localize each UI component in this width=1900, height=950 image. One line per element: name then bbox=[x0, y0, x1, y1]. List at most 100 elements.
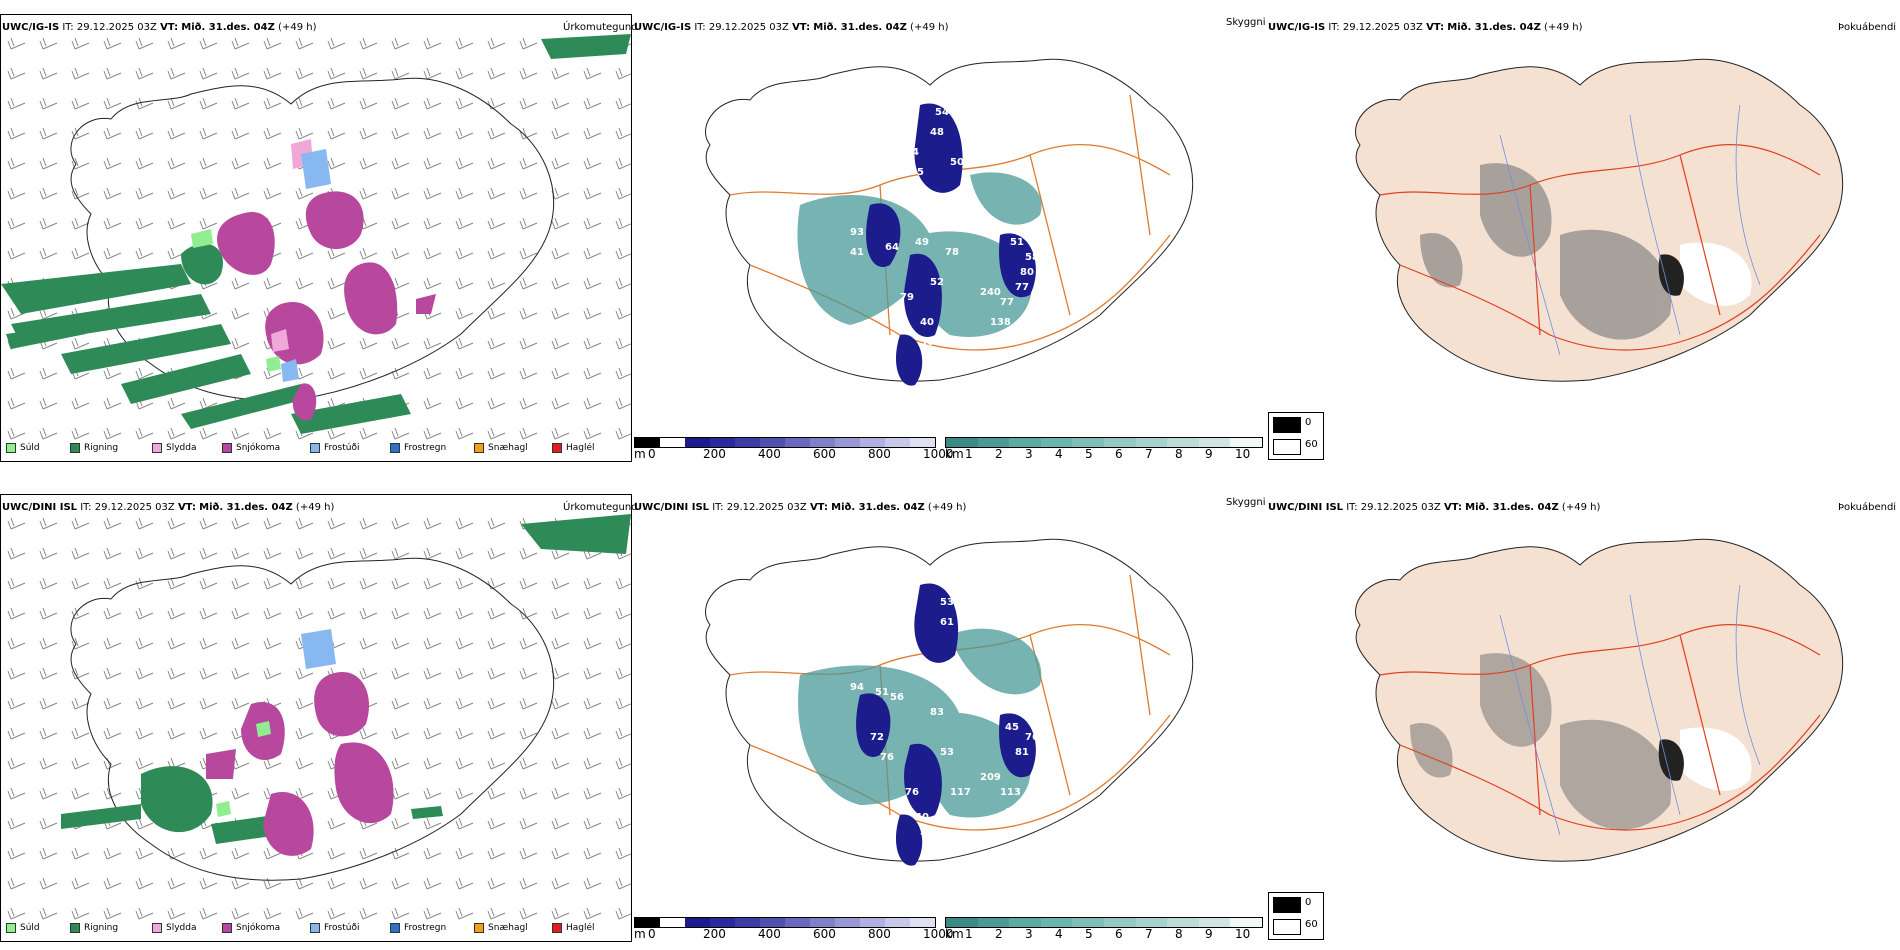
snow-areas bbox=[217, 191, 436, 421]
legend-swatch-0 bbox=[6, 923, 16, 933]
ceiling-value-labels: 53 61 93 94 51 56 83 72 76 53 45 76 81 209 113 130 117 76… bbox=[845, 597, 1039, 860]
fog-legend-label: 0 bbox=[1305, 417, 1312, 428]
ceiling-value-label: 27 bbox=[940, 352, 954, 363]
fog-black-area bbox=[1658, 739, 1684, 781]
legend-swatch-4 bbox=[310, 443, 320, 453]
drizzle-areas bbox=[216, 721, 271, 817]
wind-barbs bbox=[7, 37, 631, 440]
precip-title-2: UWC/DINI ISL IT: 29.12.2025 03Z VT: Mið.… bbox=[2, 502, 335, 513]
ceiling-value-label: 48 bbox=[930, 127, 944, 138]
legend-label-7: Haglél bbox=[566, 443, 595, 453]
legend-swatch-1 bbox=[70, 923, 80, 933]
precip-panel-label-1: Úrkomutegund bbox=[563, 22, 638, 33]
fog-white-area bbox=[1680, 242, 1752, 306]
legend-label-6: Snæhagl bbox=[488, 923, 528, 933]
ceiling-value-label: 53 bbox=[940, 597, 954, 608]
precip-map-frame-1 bbox=[0, 14, 632, 462]
fog-map-2 bbox=[1355, 538, 1844, 862]
ceiling-dark bbox=[856, 583, 1036, 866]
legend-swatch-1 bbox=[70, 443, 80, 453]
legend-swatch-5 bbox=[390, 923, 400, 933]
visibility-tick: 9 bbox=[1205, 447, 1213, 461]
ceiling-tick: 1000 bbox=[923, 447, 954, 461]
visibility-tick: 8 bbox=[1175, 447, 1183, 461]
freezing-drizzle-areas bbox=[281, 149, 331, 382]
fog-legend-label: 60 bbox=[1305, 439, 1318, 450]
visibility-colorbar-1: km 1 2 3 4 5 6 7 8 9 10 bbox=[945, 437, 1263, 463]
visibility-tick: 10 bbox=[1235, 927, 1251, 941]
legend-label-6: Snæhagl bbox=[488, 443, 528, 453]
freezing-drizzle-areas bbox=[301, 629, 336, 669]
ceiling-value-label: 80 bbox=[1020, 267, 1034, 278]
legend-swatch-4 bbox=[310, 923, 320, 933]
legend-label-1: Rigning bbox=[84, 443, 119, 453]
ceiling-value-label: 36 bbox=[920, 337, 934, 348]
ceiling-value-label: 40 bbox=[915, 812, 929, 823]
ceiling-value-label: 40 bbox=[920, 317, 934, 328]
visibility-tick: 6 bbox=[1115, 927, 1123, 941]
legend-label-2: Slydda bbox=[166, 443, 197, 453]
ceiling-value-label: 58 bbox=[1025, 252, 1039, 263]
legend-label-0: Súld bbox=[20, 443, 40, 453]
legend-label-3: Snjókoma bbox=[236, 923, 281, 933]
ceiling-value-label: 240 bbox=[980, 287, 1001, 298]
fog-grey bbox=[1410, 653, 1672, 830]
ceiling-value-label: 78 bbox=[945, 247, 959, 258]
fog-black-area bbox=[1658, 254, 1684, 296]
row-1: UWC/IG-IS IT: 29.12.2025 03Z VT: Mið. 31… bbox=[0, 0, 1900, 470]
legend-swatch-6 bbox=[474, 923, 484, 933]
ceiling-value-label: 83 bbox=[930, 707, 944, 718]
legend-swatch-2 bbox=[152, 443, 162, 453]
ceiling-value-label: 41 bbox=[850, 247, 864, 258]
ceiling-unit: m bbox=[634, 927, 646, 941]
fog-legend-label: 60 bbox=[1305, 919, 1318, 930]
visibility-tick: 10 bbox=[1235, 447, 1251, 461]
rain-areas bbox=[1, 34, 631, 434]
fog-rivers bbox=[1499, 584, 1761, 836]
visibility-tick: 5 bbox=[1085, 447, 1093, 461]
ceiling-value-label: 113 bbox=[1000, 787, 1021, 798]
ceiling-tick: 400 bbox=[758, 927, 781, 941]
fog-rivers bbox=[1499, 104, 1761, 356]
fog-legend-2: 0 60 bbox=[1268, 892, 1324, 940]
ceiling-value-label: 76 bbox=[1025, 732, 1039, 743]
ceiling-value-label: 95 bbox=[910, 167, 924, 178]
fog-title-1: UWC/IG-IS IT: 29.12.2025 03Z VT: Mið. 31… bbox=[1268, 22, 1583, 33]
ceiling-tick: 800 bbox=[868, 927, 891, 941]
ceiling-unit: m bbox=[634, 447, 646, 461]
ceiling-value-label: 52 bbox=[920, 827, 934, 838]
fog-map-1 bbox=[1355, 58, 1844, 382]
ceiling-title-1: UWC/IG-IS IT: 29.12.2025 03Z VT: Mið. 31… bbox=[634, 22, 949, 33]
ceiling-value-label: 45 bbox=[1005, 722, 1019, 733]
visibility-tick: 3 bbox=[1025, 927, 1033, 941]
ceiling-value-label: 76 bbox=[880, 752, 894, 763]
fog-legend-label: 0 bbox=[1305, 897, 1312, 908]
visibility-tick: 7 bbox=[1145, 447, 1153, 461]
visibility-colorbar-2: km 1 2 3 4 5 6 7 8 9 10 bbox=[945, 917, 1263, 943]
iceland-outline bbox=[70, 557, 555, 881]
fog-roads bbox=[1379, 624, 1821, 831]
fog-legend-swatch bbox=[1273, 417, 1301, 433]
sky-panel-label-2: Skyggni bbox=[1226, 497, 1266, 508]
ceiling-value-label: 72 bbox=[870, 732, 884, 743]
ceiling-tick: 0 bbox=[648, 927, 656, 941]
ceiling-value-label: 93 bbox=[845, 647, 859, 658]
legend-label-4: Frostúði bbox=[324, 923, 360, 933]
legend-label-3: Snjókoma bbox=[236, 443, 281, 453]
ceiling-tick: 200 bbox=[703, 447, 726, 461]
ceiling-map-2: 53 61 93 94 51 56 83 72 76 53 45 76 81 209 113 130 117 76… bbox=[705, 538, 1194, 866]
ceiling-tick: 400 bbox=[758, 447, 781, 461]
precip-map-frame-2 bbox=[0, 494, 632, 942]
precip-title-1: UWC/IG-IS IT: 29.12.2025 03Z VT: Mið. 31… bbox=[2, 22, 317, 33]
precip-legend-1: Súld Rigning Slydda Snjókoma Frostúði Frostre… bbox=[0, 440, 630, 460]
ceiling-value-label: 31 bbox=[925, 357, 939, 368]
legend-label-4: Frostúði bbox=[324, 443, 360, 453]
precip-panel-label-2: Úrkomutegund bbox=[563, 502, 638, 513]
ceiling-tick: 800 bbox=[868, 447, 891, 461]
drizzle-areas bbox=[191, 229, 281, 372]
ceiling-value-label: 54 bbox=[935, 107, 949, 118]
sky-panel-label-1: Skyggni bbox=[1226, 17, 1266, 28]
visibility-tick: 1 bbox=[965, 927, 973, 941]
